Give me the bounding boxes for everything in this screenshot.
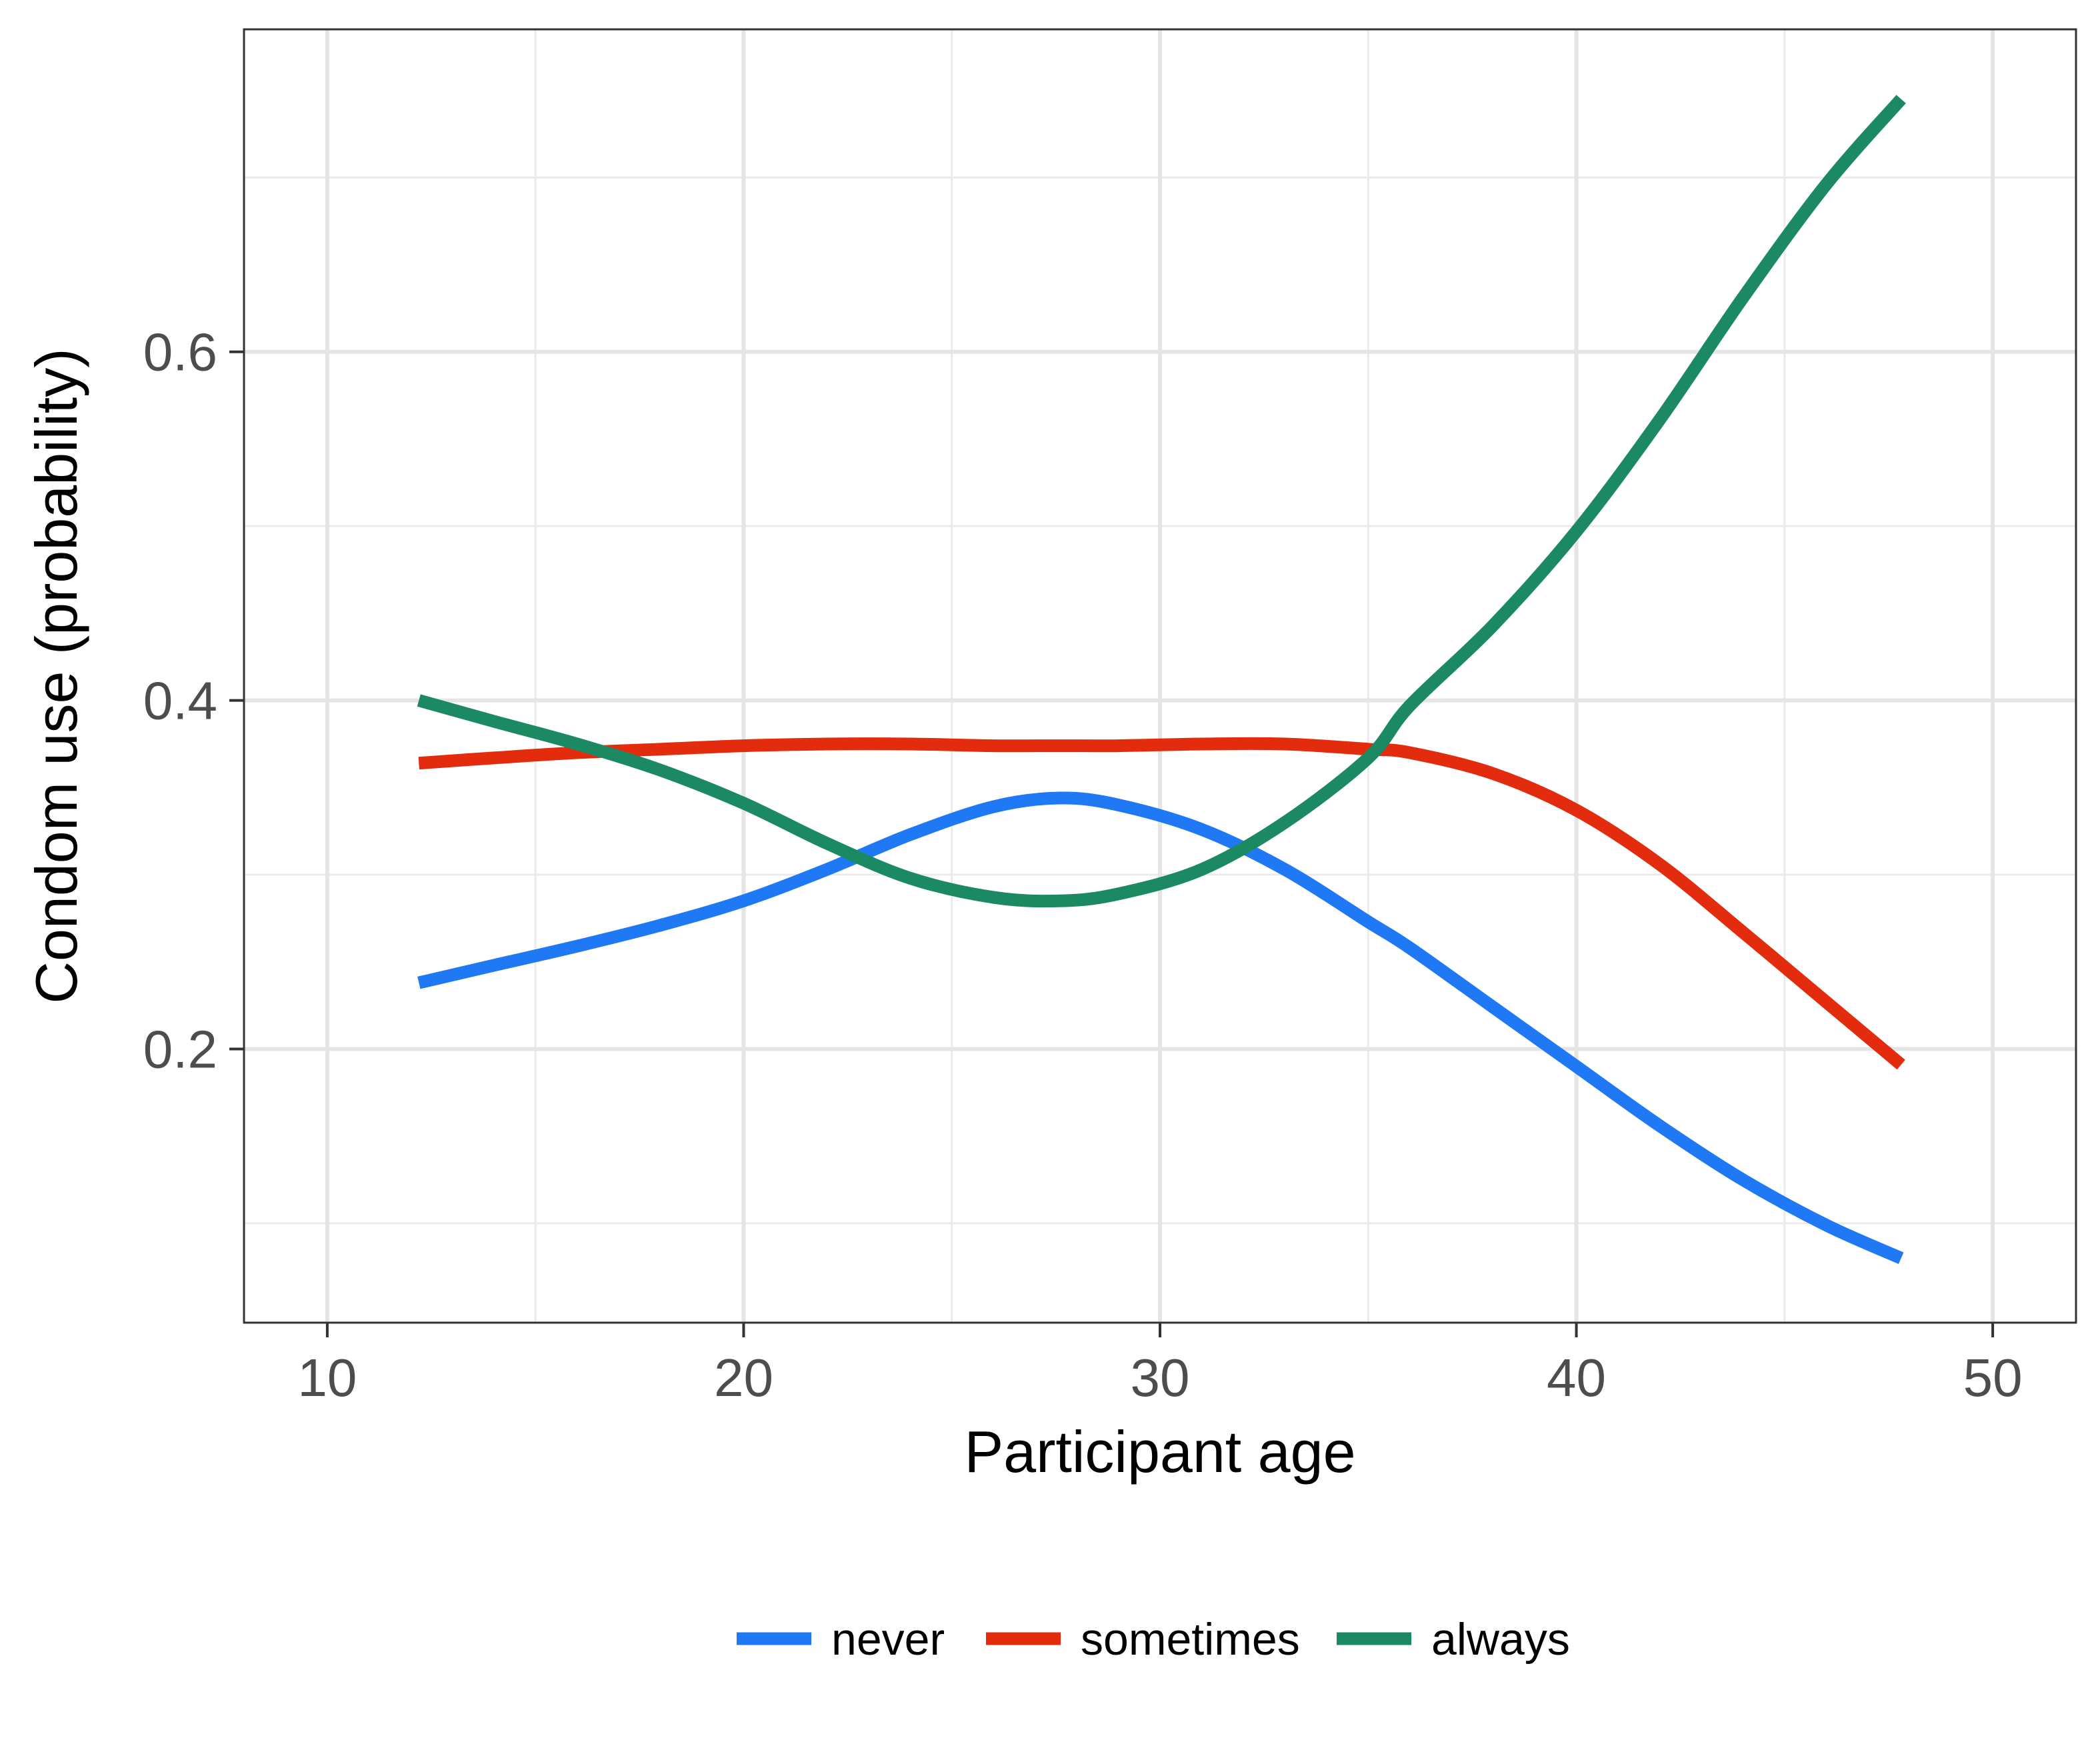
y-tick-label: 0.2	[143, 1020, 217, 1079]
x-tick-label: 20	[714, 1348, 773, 1407]
legend-label-never: never	[831, 1614, 945, 1665]
major-gridlines	[244, 29, 2076, 1323]
legend-item-sometimes: sometimes	[986, 1614, 1300, 1665]
x-tick-label: 50	[1963, 1348, 2023, 1407]
legend-item-never: never	[737, 1614, 945, 1665]
y-tick-label: 0.6	[143, 323, 217, 382]
y-axis: 0.2 0.4 0.6	[143, 323, 244, 1079]
y-axis-title: Condom use (probability)	[23, 348, 89, 1003]
x-tick-label: 10	[297, 1348, 357, 1407]
y-tick-label: 0.4	[143, 671, 217, 731]
plot-panel	[243, 28, 2077, 1324]
series-line-never	[417, 791, 1904, 1264]
legend: never sometimes always	[737, 1614, 1570, 1665]
legend-label-always: always	[1431, 1614, 1570, 1665]
series-line-always	[417, 95, 1906, 908]
series-lines	[417, 95, 1906, 1264]
x-tick-label: 40	[1547, 1348, 1606, 1407]
x-tick-label: 30	[1131, 1348, 1190, 1407]
legend-item-always: always	[1337, 1614, 1570, 1665]
series-line-sometimes	[418, 737, 1905, 1070]
legend-label-sometimes: sometimes	[1081, 1614, 1300, 1665]
x-axis-title: Participant age	[964, 1419, 1355, 1485]
x-axis: 10 20 30 40 50	[297, 1323, 2023, 1407]
